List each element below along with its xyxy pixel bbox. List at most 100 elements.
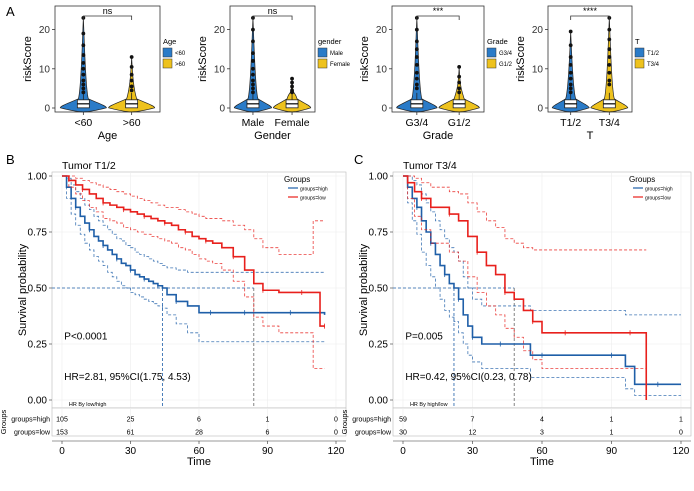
ci-upper-high [62,175,325,273]
outlier-point [457,90,462,95]
legend-title: Age [163,37,176,46]
outlier-point [568,29,573,34]
risk-row-label: groups=low [355,430,392,437]
y-axis-label: riskScore [359,36,371,82]
violin-panel-v4: 0 10 20 riskScore T1/2 T3/4 **** T T T1/2 T3/4 [515,5,660,142]
legend-swatch [317,47,328,58]
outlier-point [129,64,134,69]
risk-count: 4 [540,417,544,424]
outlier-point [81,72,86,77]
km-panel-km1: Tumor T1/2 0.00 0.25 0.50 0.75 1.00 Survival p… [0,160,347,468]
x-tick-label: 30 [467,446,479,457]
risk-row-label: groups=high [352,417,391,424]
x-tick-label: 90 [262,446,274,457]
outlier-point [251,86,255,91]
outlier-point [414,47,419,52]
outlier-point [607,47,612,52]
x-axis-label: Grade [423,130,454,142]
x-axis-label: Time [187,456,211,468]
risk-count: 6 [266,430,270,437]
y-tick-label: 0 [219,104,225,115]
risk-row-label: groups=high [11,417,50,424]
x-tick-label: 60 [536,446,548,457]
risk-count: 28 [195,430,203,437]
legend-label: Female [330,62,351,68]
outlier-point [607,78,612,83]
outlier-point [251,82,255,87]
risk-count: 3 [540,430,544,437]
significance-bracket [570,15,610,20]
outlier-point [414,86,419,91]
significance-label: *** [433,6,444,16]
y-tick-label: 0 [537,104,543,115]
x-tick-label: <60 [74,117,92,129]
hazard-ratio: HR=2.81, 95%CI(1.75, 4.53) [64,372,190,383]
plot-frame [54,5,161,113]
outlier-point [568,55,573,59]
outlier-point [607,82,612,87]
risk-count: 1 [266,417,270,424]
violin-panel-v2: 0 10 20 riskScore Male Female ns Gender gender Ma… [197,5,351,142]
risk-row-label: groups=low [14,430,51,437]
x-tick-label: 60 [193,446,205,457]
legend-label: >60 [175,62,186,68]
risk-count: 0 [334,417,338,424]
panel-label-b: B [6,152,15,167]
hazard-ratio: HR=0.42, 95%CI(0.23, 0.78) [405,372,531,383]
outlier-point [81,82,86,87]
y-tick-label: 0.75 [28,228,48,239]
legend-label: G1/2 [499,62,513,68]
y-axis-label: Survival probability [17,243,29,336]
y-axis-label: riskScore [515,36,527,82]
risk-count: 1 [610,417,614,424]
legend-label: groups=high [645,187,673,193]
x-axis-label: Time [530,456,554,468]
outlier-point [414,39,419,44]
outlier-point [251,27,255,32]
outlier-point [457,86,462,91]
y-tick-label: 20 [532,25,544,36]
legend-swatch [317,58,328,69]
outlier-point [81,53,86,57]
outlier-point [81,78,86,83]
outlier-point [251,90,255,95]
x-tick-label: Male [242,117,265,129]
outlier-point [81,61,86,65]
outlier-point [129,78,134,83]
outlier-point [129,84,134,89]
risk-count: 12 [469,430,477,437]
risk-count: 7 [471,417,475,424]
outlier-point [568,86,573,91]
outlier-point [457,64,462,69]
survival-curve-low [62,175,325,327]
outlier-point [568,76,573,81]
outlier-point [607,70,612,75]
risk-count: 25 [127,417,135,424]
outlier-point [251,51,255,56]
x-tick-label: T1/2 [560,117,581,129]
risk-count: 1 [610,430,614,437]
x-tick-label: 30 [125,446,137,457]
survival-curve-high [62,175,326,315]
violin-shape [233,17,273,113]
chart-title: Tumor T1/2 [62,160,116,172]
legend-swatch [486,47,497,58]
legend-title: Groups [284,175,310,184]
x-tick-label: T3/4 [599,117,620,129]
plot-frame [547,5,633,113]
x-axis-label: T [587,130,594,142]
outlier-point [251,39,255,44]
y-tick-label: 0.75 [369,228,389,239]
outlier-point [414,70,419,75]
y-tick-label: 0.25 [369,340,389,351]
violin-shape [108,57,156,113]
hr-direction: HR By low/high [69,402,107,408]
x-tick-label: 120 [328,446,345,457]
risk-count: 153 [56,430,68,437]
significance-label: **** [583,6,598,16]
outlier-point [607,27,612,32]
legend-label: Male [330,51,344,57]
